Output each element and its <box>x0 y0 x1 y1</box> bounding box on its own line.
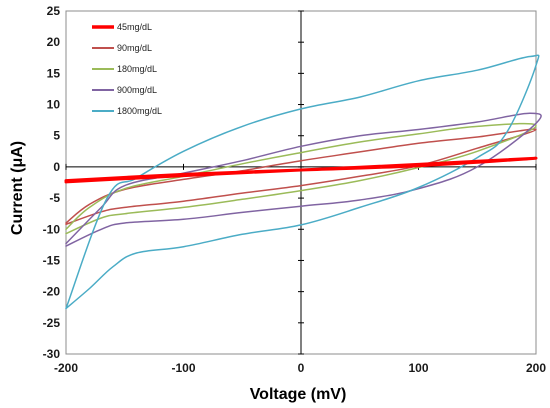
y-axis-title: Current (μA) <box>9 141 26 235</box>
x-axis-title: Voltage (mV) <box>250 386 347 403</box>
y-tick-label: -30 <box>43 347 61 361</box>
tick-labels: -30 -25 -20 -15 -10 -5 0 5 10 15 20 25 -200 -100 0 100 2… <box>43 4 547 375</box>
axes <box>65 10 537 355</box>
y-tick-label: 5 <box>53 129 60 143</box>
y-tick-label: -20 <box>43 285 61 299</box>
y-tick-label: -5 <box>49 191 60 205</box>
y-tick-label: -15 <box>43 253 61 267</box>
x-tick-label: -100 <box>171 361 195 375</box>
y-tick-label: 20 <box>47 35 61 49</box>
x-tick-label: 200 <box>526 361 546 375</box>
legend-label-90mg-dl: 90mg/dL <box>117 43 152 53</box>
x-tick-label: 100 <box>408 361 428 375</box>
legend-label-900mg-dl: 900mg/dL <box>117 85 157 95</box>
series-line-90mg-dl <box>65 128 537 226</box>
series-layer <box>64 54 542 310</box>
x-tick-label: 0 <box>298 361 305 375</box>
legend-label-1800mg-dl: 1800mg/dL <box>117 106 162 116</box>
series-line-900mg-dl <box>65 112 542 247</box>
y-tick-label: -25 <box>43 316 61 330</box>
y-tick-label: 10 <box>47 98 61 112</box>
y-tick-label: 25 <box>47 4 61 18</box>
y-tick-label: -10 <box>43 222 61 236</box>
series-line-45mg-dl <box>64 156 538 184</box>
legend-label-180mg-dl: 180mg/dL <box>117 64 157 74</box>
legend: 45mg/dL 90mg/dL 180mg/dL 900mg/dL 1800mg/dL <box>92 22 162 116</box>
legend-label-45mg-dl: 45mg/dL <box>117 22 152 32</box>
x-tick-label: -200 <box>54 361 78 375</box>
series-line-1800mg-dl <box>65 54 540 310</box>
y-tick-label: 15 <box>47 66 61 80</box>
y-tick-label: 0 <box>53 160 60 174</box>
